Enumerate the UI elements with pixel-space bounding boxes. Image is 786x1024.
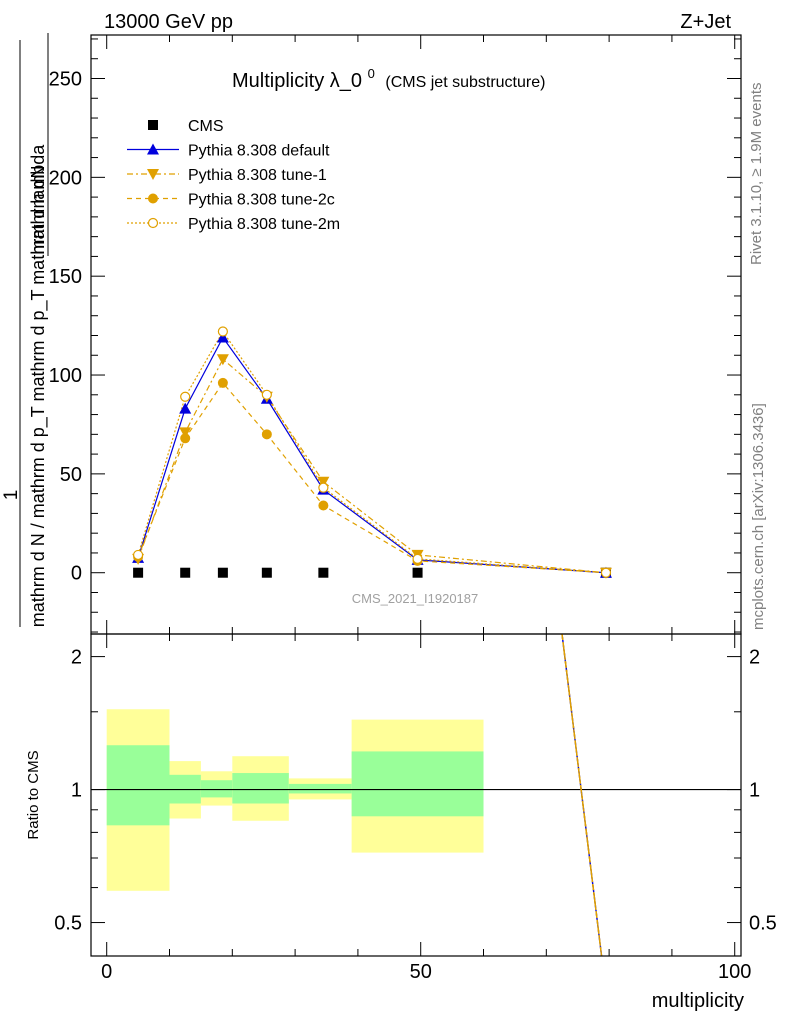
ratio-ylabel: Ratio to CMS — [25, 750, 42, 839]
data-point — [133, 549, 144, 561]
data-point — [412, 567, 423, 578]
data-point — [261, 567, 272, 578]
legend-marker — [147, 217, 159, 229]
data-point — [261, 429, 272, 440]
data-point — [600, 567, 612, 578]
ratio-axes: 0.5 0.5 1 1 2 2 0 50 100 — [54, 634, 777, 983]
ylabel-one: 1 — [1, 490, 22, 501]
header-right: Z+Jet — [680, 11, 731, 33]
data-point — [216, 331, 229, 343]
rivet-label: Rivet 3.1.10, ≥ 1.9M events — [748, 83, 765, 266]
legend-label: Pythia 8.308 tune-2c — [188, 192, 335, 209]
data-point — [180, 391, 191, 402]
chart-title: Multiplicity λ_0 0 (CMS jet substructure… — [232, 61, 545, 92]
series-line — [137, 336, 607, 574]
xtick-label: 50 — [410, 961, 432, 983]
data-point — [412, 553, 423, 564]
data-point — [133, 567, 144, 578]
data-point — [318, 500, 329, 511]
ratio-ytick-label-left: 0.5 — [54, 913, 82, 935]
ratio-ytick-label-right: 1 — [749, 780, 760, 802]
xtick-label: 0 — [101, 961, 112, 983]
series-line — [137, 330, 607, 574]
ytick-label: 0 — [71, 563, 82, 585]
uncertainty-band-inner — [232, 773, 289, 804]
ylabel-numerator: mathrm dN — [28, 165, 48, 254]
legend-label: CMS — [188, 118, 224, 135]
data-point — [217, 567, 228, 578]
data-point — [179, 402, 192, 414]
legend-marker — [147, 169, 159, 180]
main-plot-area — [132, 326, 612, 579]
data-point — [179, 427, 192, 439]
header-left: 13000 GeV pp — [104, 11, 233, 33]
ratio-ytick-label-right: 2 — [749, 647, 760, 669]
ratio-ytick-label-left: 2 — [71, 647, 82, 669]
legend-label: Pythia 8.308 tune-2m — [188, 216, 340, 233]
ytick-label: 200 — [49, 167, 82, 189]
ytick-label: 250 — [49, 68, 82, 90]
data-point — [318, 482, 329, 493]
ratio-ytick-label-right: 0.5 — [749, 913, 777, 935]
uncertainty-band-inner — [200, 780, 233, 798]
ratio-plot-area — [91, 634, 741, 956]
ratio-ytick-label-left: 1 — [71, 780, 82, 802]
main-panel: CMS_2021_I1920187 0 50 100 150 200 250 Multip… — [49, 34, 742, 635]
uncertainty-band-inner — [288, 783, 352, 794]
uncertainty-band-inner — [106, 745, 170, 826]
legend: CMS Pythia 8.308 default Pythia 8.308 tune… — [127, 118, 340, 233]
xtick-label: 100 — [718, 961, 751, 983]
ratio-series-line — [561, 634, 603, 956]
legend-marker — [147, 143, 159, 155]
ratio-panel: 0.5 0.5 1 1 2 2 0 50 100 — [54, 633, 777, 983]
uncertainty-band-inner — [351, 751, 484, 817]
legend-marker — [148, 193, 158, 204]
data-point — [217, 326, 228, 337]
ytick-label: 150 — [49, 266, 82, 288]
main-axes: 0 50 100 150 200 250 — [49, 35, 741, 634]
ytick-label: 50 — [60, 464, 82, 486]
series-line — [137, 358, 607, 574]
data-point — [180, 567, 191, 578]
data-point — [217, 377, 228, 388]
chart-subtitle: (CMS jet substructure) — [385, 74, 545, 91]
ylabel-denominator: mathrm d N / mathrm d p_T mathrm d p_T m… — [28, 144, 49, 627]
watermark: CMS_2021_I1920187 — [352, 591, 479, 606]
series-line — [137, 381, 607, 574]
mcplots-label: mcplots.cern.ch [arXiv:1306.3436] — [750, 403, 767, 630]
chart-title-main: Multiplicity λ_0 — [232, 70, 362, 92]
legend-label: Pythia 8.308 default — [188, 143, 330, 160]
main-ylabel: 1 mathrm dN mathrm d N / mathrm d p_T ma… — [1, 33, 49, 627]
data-point — [216, 354, 229, 366]
data-point — [180, 433, 191, 444]
legend-marker — [148, 120, 158, 130]
data-point — [261, 389, 272, 400]
data-point — [318, 567, 329, 578]
ratio-frame — [90, 633, 742, 957]
chart-title-sup: 0 — [368, 66, 375, 81]
legend-label: Pythia 8.308 tune-1 — [188, 167, 327, 184]
data-point — [317, 476, 330, 488]
ytick-label: 100 — [49, 365, 82, 387]
xlabel: multiplicity — [652, 990, 744, 1012]
